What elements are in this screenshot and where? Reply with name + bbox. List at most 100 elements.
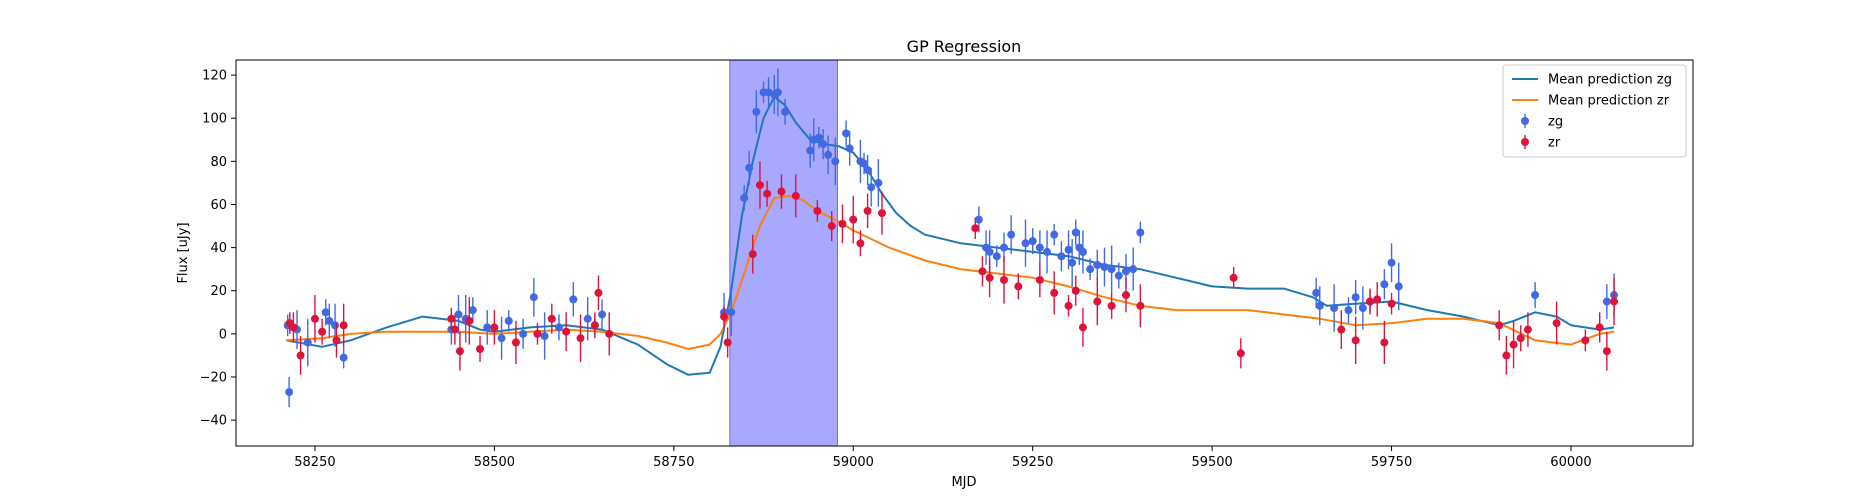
x-tick-label: 59250 — [1012, 455, 1053, 470]
data-point — [447, 314, 456, 323]
data-point — [752, 107, 761, 116]
data-point — [763, 189, 772, 198]
data-point — [321, 308, 330, 317]
data-point — [569, 295, 578, 304]
data-point — [814, 133, 823, 142]
data-point — [1351, 293, 1360, 302]
data-point — [999, 243, 1008, 252]
x-tick-label: 58250 — [294, 455, 335, 470]
chart-title: GP Regression — [907, 37, 1022, 56]
data-point — [1093, 260, 1102, 269]
data-point — [845, 144, 854, 153]
data-point — [1330, 303, 1339, 312]
data-point — [590, 321, 599, 330]
data-point — [594, 288, 603, 297]
data-point — [1136, 228, 1145, 237]
data-point — [1050, 288, 1059, 297]
data-point — [562, 327, 571, 336]
data-point — [863, 206, 872, 215]
data-point — [332, 336, 341, 345]
data-point — [476, 344, 485, 353]
data-point — [985, 273, 994, 282]
data-point — [1595, 323, 1604, 332]
legend-entry-label: zg — [1548, 115, 1563, 130]
data-point — [1387, 299, 1396, 308]
data-point — [1373, 295, 1382, 304]
data-point — [849, 215, 858, 224]
data-point — [723, 338, 732, 347]
data-point — [1028, 237, 1037, 246]
data-point — [450, 325, 459, 334]
data-point — [1531, 291, 1540, 300]
y-tick-label: −40 — [200, 414, 227, 429]
data-point — [791, 191, 800, 200]
data-point — [285, 388, 294, 397]
data-point — [1502, 351, 1511, 360]
data-point — [1064, 301, 1073, 310]
data-point — [519, 329, 528, 338]
data-point — [978, 267, 987, 276]
data-point — [576, 334, 585, 343]
data-point — [455, 347, 464, 356]
data-point — [1344, 306, 1353, 315]
data-point — [483, 323, 492, 332]
y-tick-label: −20 — [200, 370, 227, 385]
data-point — [1236, 349, 1245, 358]
y-tick-label: 120 — [202, 69, 227, 84]
data-point — [1121, 291, 1130, 300]
data-point — [1351, 336, 1360, 345]
data-point — [1043, 247, 1052, 256]
data-point — [813, 206, 822, 215]
y-tick-label: 60 — [210, 198, 227, 213]
data-point — [468, 306, 477, 315]
data-point — [999, 275, 1008, 284]
data-point — [318, 327, 327, 336]
data-point — [874, 178, 883, 187]
legend-marker-swatch — [1521, 138, 1529, 146]
data-point — [511, 338, 520, 347]
data-point — [863, 165, 872, 174]
data-point — [773, 88, 782, 97]
plot-frame — [235, 59, 1694, 447]
data-point — [1523, 325, 1532, 334]
legend-marker-swatch — [1521, 117, 1529, 125]
legend: Mean prediction zg Mean prediction zr zg zr — [1502, 64, 1687, 158]
data-point — [860, 159, 869, 168]
data-point — [1495, 321, 1504, 330]
data-point — [1229, 273, 1238, 282]
data-point — [339, 353, 348, 362]
y-tick-label: 20 — [210, 284, 227, 299]
data-point — [1602, 347, 1611, 356]
data-point — [1315, 301, 1324, 310]
data-point — [1078, 323, 1087, 332]
data-point — [533, 329, 542, 338]
data-point — [325, 316, 334, 325]
data-point — [1581, 336, 1590, 345]
data-point — [540, 332, 549, 341]
data-point — [605, 329, 614, 338]
data-point — [748, 250, 757, 259]
series-line-2 — [286, 194, 1615, 350]
data-point — [745, 163, 754, 172]
data-point — [1050, 230, 1059, 239]
data-point — [877, 209, 886, 218]
data-point — [296, 351, 305, 360]
data-point — [806, 146, 815, 155]
data-point — [1107, 265, 1116, 274]
data-point — [1107, 301, 1116, 310]
data-point — [583, 314, 592, 323]
data-point — [1121, 267, 1130, 276]
data-point — [1358, 303, 1367, 312]
data-point — [490, 323, 499, 332]
data-point — [529, 293, 538, 302]
legend-entry-label: zr — [1548, 136, 1561, 151]
data-point — [819, 140, 828, 149]
data-point — [1007, 230, 1016, 239]
data-point — [867, 183, 876, 192]
data-point — [1394, 282, 1403, 291]
data-point — [974, 215, 983, 224]
data-point — [1312, 288, 1321, 297]
data-point — [740, 194, 749, 203]
x-tick-label: 59500 — [1191, 455, 1232, 470]
